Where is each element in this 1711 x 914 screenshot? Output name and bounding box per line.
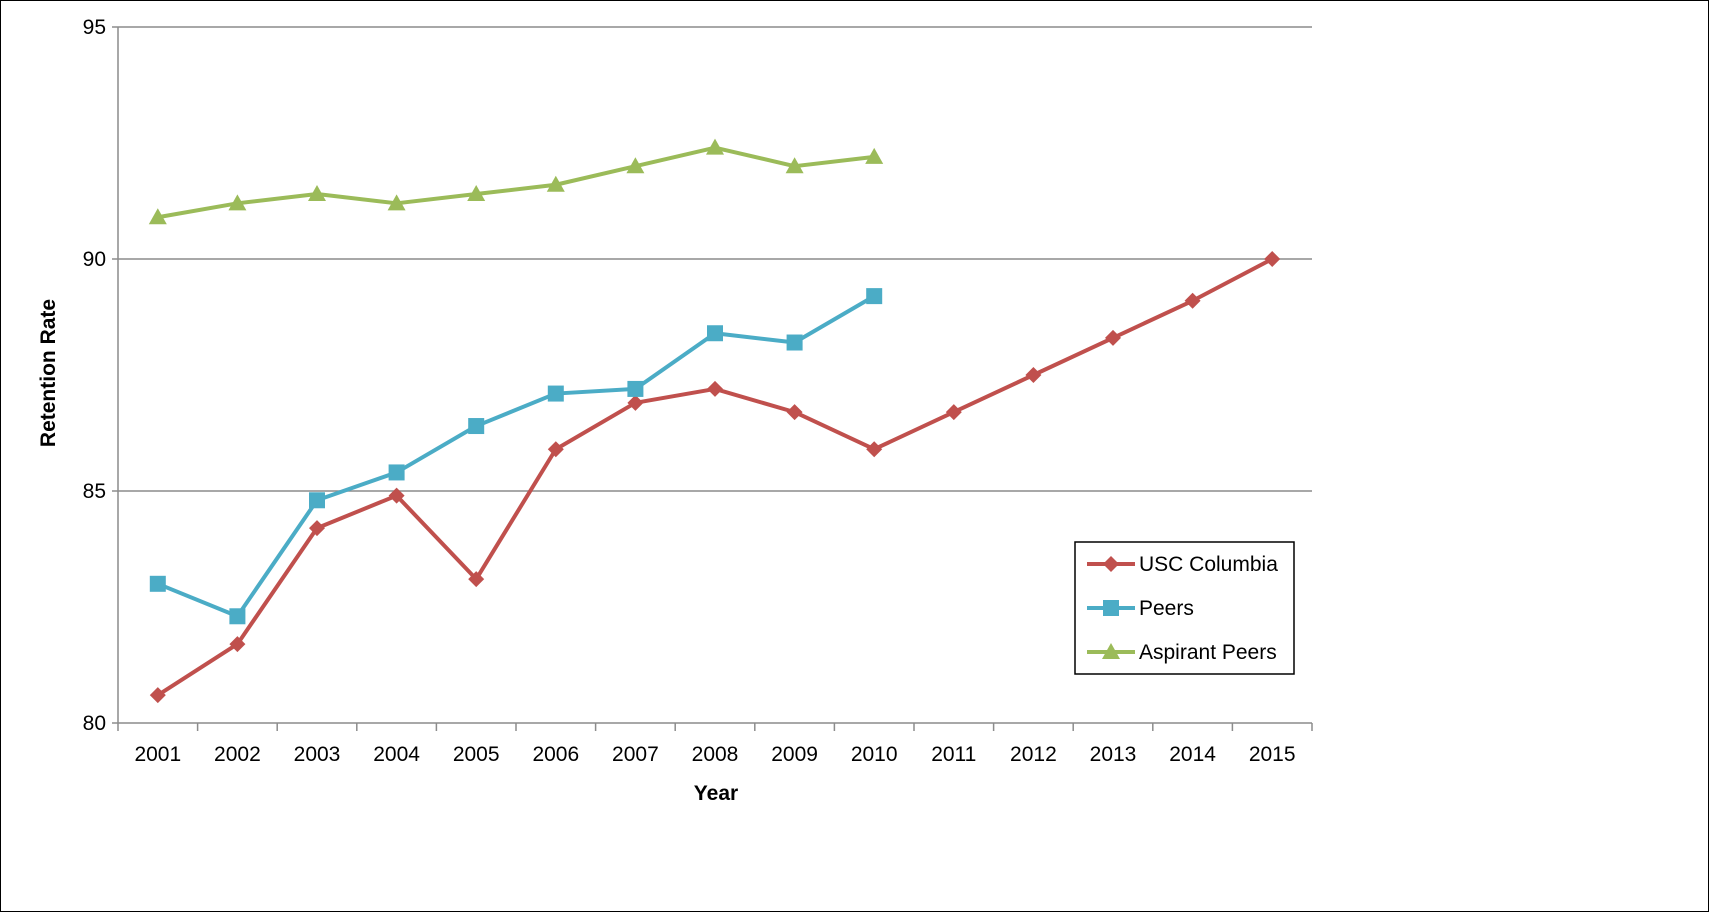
data-point-usc-columbia xyxy=(786,404,803,421)
legend-marker-peers xyxy=(1103,600,1119,616)
data-point-peers xyxy=(707,325,723,342)
y-tick-label: 90 xyxy=(83,248,106,271)
data-point-usc-columbia xyxy=(468,571,485,588)
y-tick-label: 80 xyxy=(83,712,106,735)
data-point-aspirant-peers xyxy=(228,194,247,211)
y-tick-label: 85 xyxy=(83,480,106,503)
x-tick-label: 2008 xyxy=(692,743,739,766)
legend-label-usc-columbia: USC Columbia xyxy=(1139,553,1278,576)
x-axis-title: Year xyxy=(694,782,738,805)
data-point-peers xyxy=(149,575,166,592)
data-point-usc-columbia xyxy=(388,487,405,504)
data-point-usc-columbia xyxy=(1264,251,1281,267)
data-point-aspirant-peers xyxy=(626,157,645,174)
data-point-usc-columbia xyxy=(627,394,644,411)
legend-marker-usc-columbia xyxy=(1103,556,1119,572)
data-point-aspirant-peers xyxy=(387,194,406,211)
data-point-peers xyxy=(309,492,325,509)
data-point-peers xyxy=(468,418,485,435)
data-point-usc-columbia xyxy=(1105,329,1121,346)
data-point-usc-columbia xyxy=(149,687,166,704)
legend-label-peers: Peers xyxy=(1139,597,1194,620)
x-tick-label: 2003 xyxy=(294,743,341,766)
data-point-usc-columbia xyxy=(866,441,883,458)
data-point-usc-columbia xyxy=(945,404,962,421)
data-point-usc-columbia xyxy=(707,380,723,397)
gridlines xyxy=(118,26,1312,492)
x-tick-label: 2012 xyxy=(1010,743,1057,766)
data-point-aspirant-peers xyxy=(308,185,326,202)
y-tick-label: 95 xyxy=(83,16,106,39)
x-tick-label: 2014 xyxy=(1169,743,1216,766)
data-point-aspirant-peers xyxy=(785,157,804,174)
x-tick-label: 2001 xyxy=(134,743,181,766)
y-axis-title: Retention Rate xyxy=(37,299,60,447)
data-point-usc-columbia xyxy=(229,636,246,653)
legend: USC Columbia Peers Aspirant Peers xyxy=(1074,541,1295,675)
data-point-peers xyxy=(547,385,564,402)
data-point-peers xyxy=(866,288,883,305)
x-tick-label: 2010 xyxy=(851,743,898,766)
x-tick-label: 2006 xyxy=(532,743,579,766)
data-point-usc-columbia xyxy=(547,441,564,458)
data-point-aspirant-peers xyxy=(467,185,486,202)
data-point-peers xyxy=(229,608,246,625)
series-markers xyxy=(148,138,1281,704)
x-tick-label: 2011 xyxy=(931,743,976,766)
data-point-peers xyxy=(786,334,803,351)
data-point-peers xyxy=(627,380,644,397)
data-point-usc-columbia xyxy=(309,520,325,537)
data-point-usc-columbia xyxy=(1025,367,1042,383)
x-tick-label: 2005 xyxy=(453,743,500,766)
legend-label-aspirant-peers: Aspirant Peers xyxy=(1139,641,1277,664)
data-point-aspirant-peers xyxy=(546,175,565,192)
data-point-aspirant-peers xyxy=(865,147,884,164)
x-tick-label: 2002 xyxy=(214,743,261,766)
series-line-aspirant-peers xyxy=(157,145,875,220)
x-tick-label: 2013 xyxy=(1090,743,1137,766)
legend-marker-aspirant-peers xyxy=(1102,643,1120,659)
series-line-peers xyxy=(157,294,876,619)
data-point-usc-columbia xyxy=(1184,292,1201,309)
data-point-peers xyxy=(388,464,405,481)
x-tick-label: 2007 xyxy=(612,743,659,766)
x-tick-label: 2015 xyxy=(1249,743,1296,766)
data-point-aspirant-peers xyxy=(148,208,167,225)
data-point-aspirant-peers xyxy=(706,138,724,155)
x-tick-label: 2004 xyxy=(373,743,420,766)
axes: 80 85 90 95 2001 2002 2003 2004 2005 2006 2007 2008… xyxy=(83,16,1313,766)
x-tick-label: 2009 xyxy=(771,743,818,766)
